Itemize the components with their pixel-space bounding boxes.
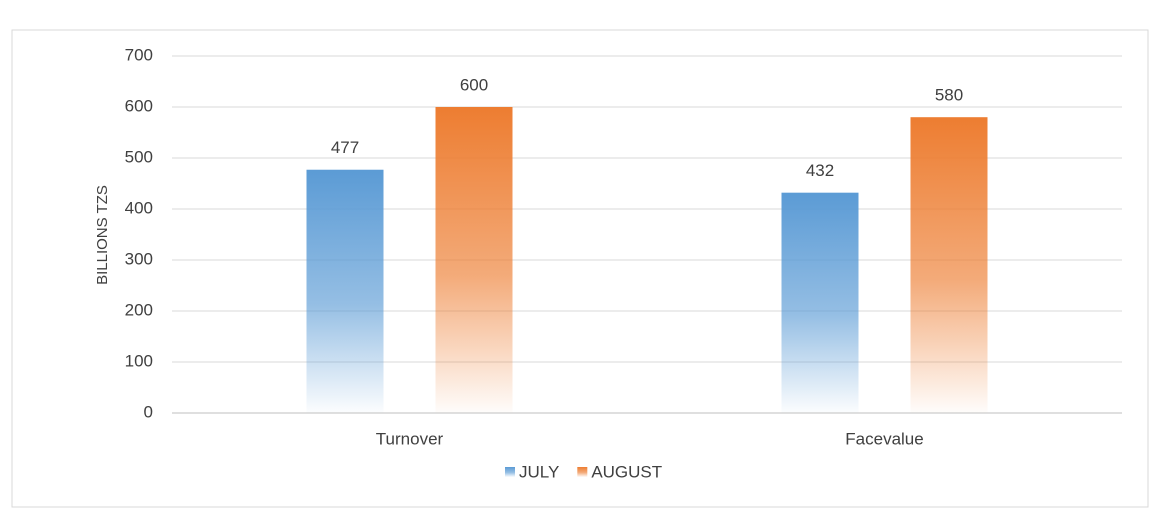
- data-label: 600: [460, 75, 488, 94]
- legend-label: JULY: [519, 462, 559, 481]
- y-tick-label: 200: [125, 300, 153, 319]
- data-label: 580: [935, 86, 963, 105]
- legend-swatch: [505, 467, 515, 477]
- bar: [306, 169, 384, 413]
- y-tick-label: 500: [125, 147, 153, 166]
- legend-label: AUGUST: [591, 462, 662, 481]
- y-tick-label: 400: [125, 198, 153, 217]
- bar: [910, 117, 988, 413]
- bar: [781, 192, 859, 413]
- x-tick-label: Facevalue: [845, 429, 923, 448]
- y-axis-label: BILLIONS TZS: [94, 185, 111, 285]
- y-tick-label: 700: [125, 45, 153, 64]
- bar: [435, 107, 513, 413]
- x-tick-label: Turnover: [376, 429, 444, 448]
- data-label: 432: [806, 161, 834, 180]
- y-tick-label: 600: [125, 96, 153, 115]
- y-tick-label: 100: [125, 351, 153, 370]
- data-label: 477: [331, 138, 359, 157]
- legend-swatch: [577, 467, 588, 477]
- y-tick-label: 0: [144, 402, 153, 421]
- y-tick-label: 300: [125, 249, 153, 268]
